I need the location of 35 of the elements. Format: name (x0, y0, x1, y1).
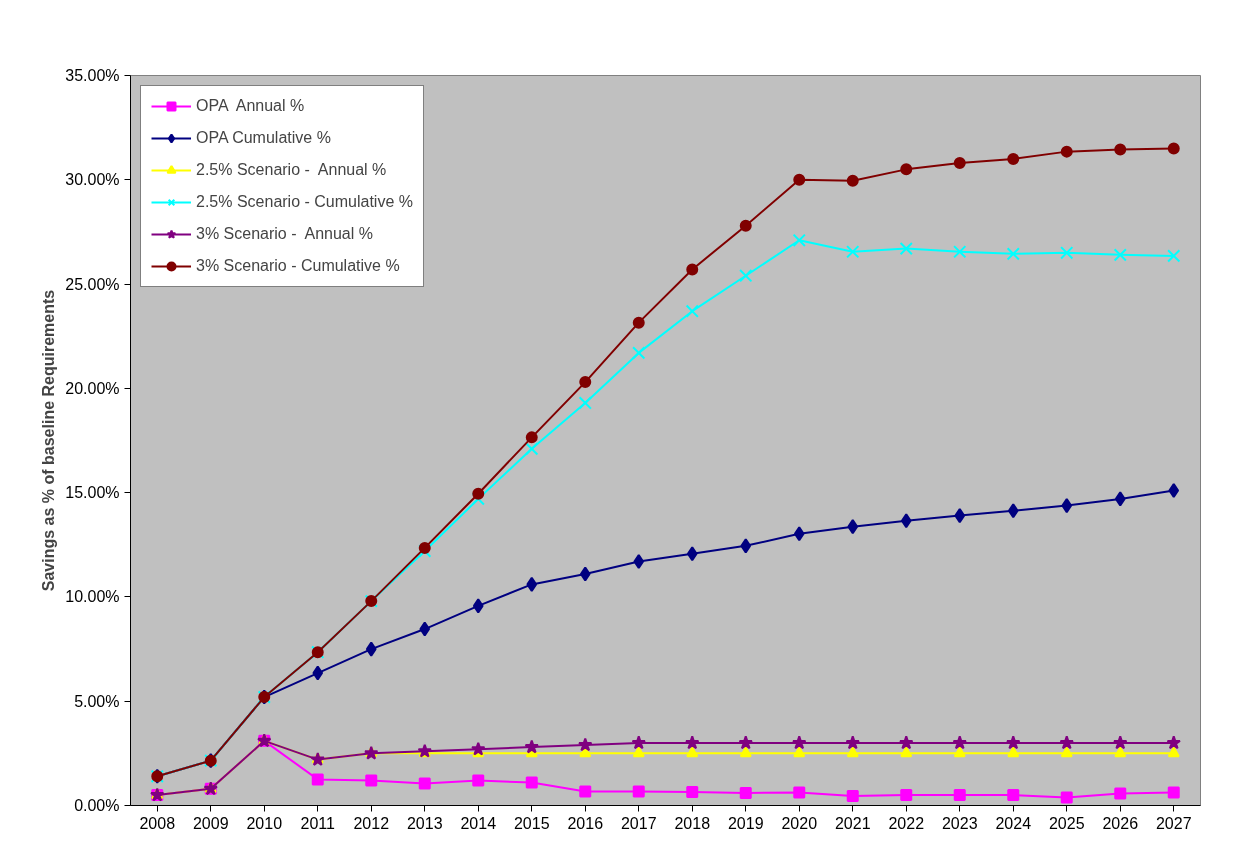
x-tick-label: 2020 (781, 814, 818, 832)
legend-label: OPA Cumulative % (196, 129, 331, 147)
x-tick-label: 2012 (353, 814, 390, 832)
x-tick-label: 2025 (1048, 814, 1085, 832)
x-tick-label: 2016 (567, 814, 604, 832)
x-tick-label: 2017 (620, 814, 657, 832)
x-tick-label: 2023 (941, 814, 978, 832)
legend-label: 3% Scenario - Cumulative % (196, 257, 400, 275)
x-tick-label: 2010 (246, 814, 283, 832)
x-tick-label: 2027 (1155, 814, 1192, 832)
y-tick-label: 20.00% (65, 379, 120, 397)
legend-label: 3% Scenario - Annual % (196, 225, 373, 243)
y-tick-label: 35.00% (65, 67, 120, 84)
x-tick-label: 2015 (513, 814, 550, 832)
y-tick-label: 5.00% (74, 692, 120, 710)
x-tick-label: 2026 (1102, 814, 1139, 832)
y-tick-label: 10.00% (65, 588, 120, 606)
y-axis-title: Savings as % of baseline Requirements (40, 289, 58, 592)
x-tick-label: 2014 (460, 814, 497, 832)
x-tick-label: 2018 (674, 814, 711, 832)
x-tick-label: 2011 (300, 814, 336, 832)
x-tick-label: 2008 (139, 814, 176, 832)
legend-label: 2.5% Scenario - Annual % (196, 161, 387, 179)
x-tick-label: 2013 (406, 814, 443, 832)
legend-label: OPA Annual % (196, 97, 305, 115)
x-tick-label: 2022 (888, 814, 925, 832)
x-tick-label: 2009 (192, 814, 229, 832)
legend-label: 2.5% Scenario - Cumulative % (196, 193, 413, 211)
y-tick-label: 15.00% (65, 484, 120, 502)
x-tick-label: 2019 (727, 814, 764, 832)
y-tick-label: 25.00% (65, 275, 120, 293)
x-tick-label: 2024 (995, 814, 1032, 832)
y-tick-label: 30.00% (65, 171, 120, 189)
x-tick-label: 2021 (834, 814, 871, 832)
y-tick-label: 0.00% (74, 797, 120, 814)
